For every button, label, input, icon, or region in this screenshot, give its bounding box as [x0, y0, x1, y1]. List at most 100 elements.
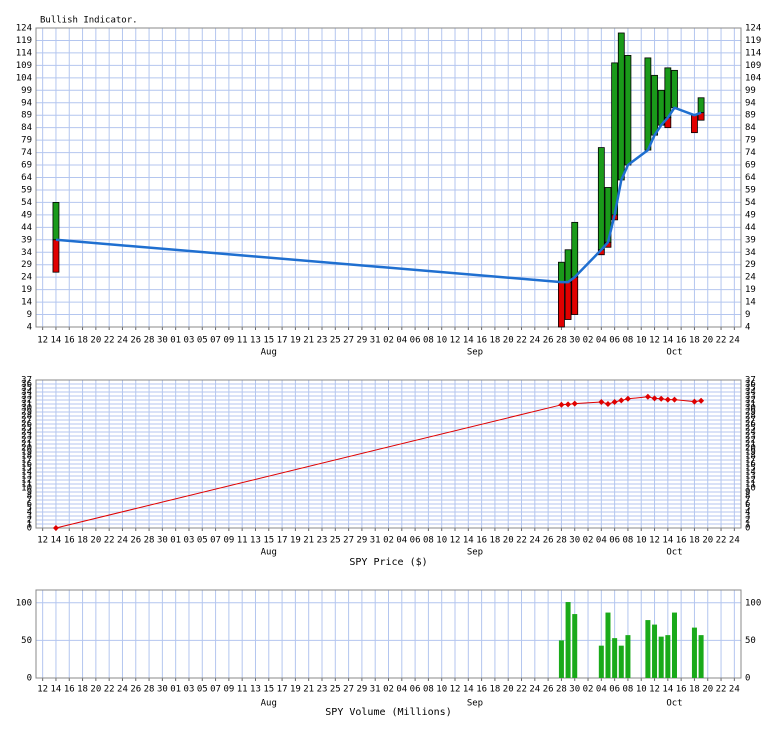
y-tick-label-right: 14 [745, 468, 756, 478]
y-tick-label-right: 29 [745, 408, 756, 418]
x-tick-label: 06 [609, 336, 620, 346]
y-tick-label: 19 [21, 448, 32, 458]
y-tick-label-right: 28 [745, 412, 756, 422]
volume-bar [625, 635, 631, 678]
x-tick-label: 11 [237, 685, 248, 695]
x-tick-label: 24 [529, 336, 540, 346]
x-tick-label: 04 [396, 536, 407, 546]
x-tick-label: 06 [410, 685, 421, 695]
x-tick-label: 13 [250, 536, 261, 546]
x-tick-label: 20 [702, 336, 713, 346]
x-axis-title: SPY Price ($) [349, 557, 427, 568]
x-tick-label: 07 [210, 536, 221, 546]
x-tick-label: 30 [569, 536, 580, 546]
x-tick-label: 26 [543, 685, 554, 695]
y-tick-label: 16 [21, 460, 32, 470]
y-tick-label: 24 [21, 428, 32, 438]
y-tick-label: 12 [21, 476, 32, 486]
price-marker [651, 395, 658, 402]
x-tick-label: 26 [130, 685, 141, 695]
y-tick-label-right: 24 [745, 428, 756, 438]
y-tick-label: 74 [21, 148, 32, 158]
x-tick-label: 09 [223, 536, 234, 546]
y-tick-label-right: 31 [745, 400, 756, 410]
price-marker [691, 398, 698, 405]
x-tick-label: 24 [729, 536, 740, 546]
y-tick-label: 50 [21, 636, 32, 646]
x-tick-label: 26 [543, 536, 554, 546]
y-tick-label-right: 104 [745, 73, 761, 83]
y-tick-label: 15 [21, 464, 32, 474]
y-tick-label-right: 30 [745, 404, 756, 414]
x-tick-label: 09 [223, 685, 234, 695]
down-bar [558, 281, 565, 328]
y-tick-label-right: 59 [745, 185, 756, 195]
y-tick-label-right: 2 [745, 516, 750, 526]
x-tick-label: 10 [636, 536, 647, 546]
price-marker [698, 397, 705, 404]
x-tick-label: 11 [237, 536, 248, 546]
x-tick-label: 30 [157, 536, 168, 546]
y-tick-label-right: 64 [745, 173, 756, 183]
x-tick-label: 26 [543, 336, 554, 346]
x-tick-label: 31 [370, 536, 381, 546]
y-tick-label-right: 29 [745, 260, 756, 270]
x-tick-label: 29 [356, 685, 367, 695]
y-tick-label: 14 [21, 298, 32, 308]
y-tick-label-right: 14 [745, 298, 756, 308]
x-tick-label: 02 [383, 336, 394, 346]
x-tick-label: 30 [569, 336, 580, 346]
x-tick-label: 27 [343, 336, 354, 346]
up-bar [664, 67, 672, 119]
volume-bar [671, 612, 677, 678]
y-tick-label-right: 7 [745, 496, 750, 506]
y-tick-label: 20 [21, 444, 32, 454]
x-tick-label: 18 [77, 336, 88, 346]
x-tick-label: 28 [556, 536, 567, 546]
x-tick-label: 07 [210, 336, 221, 346]
y-tick-label: 54 [21, 198, 32, 208]
y-tick-label: 35 [21, 384, 32, 394]
y-tick-label: 8 [27, 492, 32, 502]
x-tick-label: 19 [290, 536, 301, 546]
x-tick-label: 02 [383, 685, 394, 695]
y-tick-label-right: 114 [745, 48, 761, 58]
month-label: Sep [467, 548, 483, 558]
x-tick-label: 08 [423, 536, 434, 546]
price-marker [664, 396, 671, 403]
y-tick-label-right: 13 [745, 472, 756, 482]
y-tick-label-right: 9 [745, 488, 750, 498]
x-tick-label: 22 [516, 536, 527, 546]
x-tick-label: 06 [410, 536, 421, 546]
x-tick-label: 22 [716, 336, 727, 346]
x-tick-label: 29 [356, 336, 367, 346]
price-marker [658, 395, 665, 402]
y-tick-label: 2 [27, 516, 32, 526]
y-tick-label: 14 [21, 468, 32, 478]
up-bar [657, 89, 665, 126]
y-tick-label-right: 19 [745, 448, 756, 458]
x-tick-label: 14 [463, 336, 474, 346]
x-tick-label: 20 [90, 536, 101, 546]
y-tick-label-right: 25 [745, 424, 756, 434]
y-tick-label-right: 49 [745, 210, 756, 220]
x-tick-label: 03 [184, 536, 195, 546]
x-tick-label: 20 [503, 336, 514, 346]
y-tick-label-right: 17 [745, 456, 756, 466]
y-tick-label-right: 0 [745, 674, 750, 684]
x-tick-label: 25 [330, 536, 341, 546]
x-tick-label: 12 [37, 336, 48, 346]
x-tick-label: 03 [184, 685, 195, 695]
x-tick-label: 31 [370, 685, 381, 695]
volume-bar [652, 624, 658, 678]
y-tick-label-right: 4 [745, 508, 750, 518]
x-tick-label: 16 [676, 536, 687, 546]
y-tick-label-right: 15 [745, 464, 756, 474]
month-label: Oct [666, 548, 682, 558]
x-tick-label: 14 [51, 685, 62, 695]
x-tick-label: 30 [157, 336, 168, 346]
y-tick-label: 94 [21, 98, 32, 108]
y-tick-label: 32 [21, 396, 32, 406]
y-tick-label-right: 6 [745, 500, 750, 510]
y-tick-label: 3 [27, 512, 32, 522]
